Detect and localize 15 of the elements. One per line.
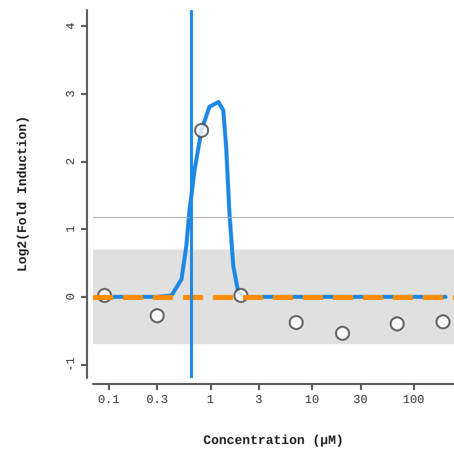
x-tick-label: 10	[304, 393, 320, 407]
x-tick-label: 3	[255, 393, 262, 407]
x-tick-label: 1	[206, 393, 214, 407]
y-tick-label: 4	[64, 22, 78, 30]
y-tick-label: 2	[64, 158, 78, 166]
x-axis-title: Concentration (μM)	[203, 433, 344, 448]
y-tick-label: 3	[64, 90, 78, 98]
y-tick-label: 0	[64, 293, 78, 300]
x-tick-label: 0.1	[98, 393, 120, 407]
y-tick-label: 1	[64, 226, 78, 233]
y-tick-label: -1	[64, 357, 78, 372]
y-axis-title: Log2(Fold Induction)	[15, 116, 30, 272]
x-tick-label: 100	[402, 393, 424, 407]
x-tick-label: 30	[353, 393, 368, 407]
x-tick-label: 0.3	[146, 393, 168, 407]
